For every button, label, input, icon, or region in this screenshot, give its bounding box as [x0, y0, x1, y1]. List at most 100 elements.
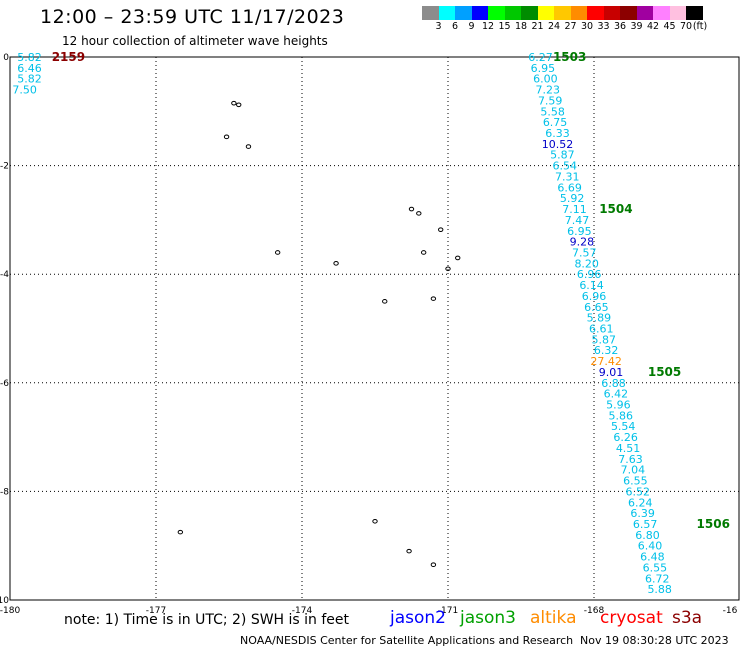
lon-tick-label: -177: [146, 606, 166, 616]
colorbar-label: 15: [498, 21, 511, 32]
island-outline: [455, 255, 461, 261]
wave-height-value: 6.32: [594, 344, 619, 357]
lat-tick-label: -2: [0, 162, 9, 172]
wave-height-value: 5.54: [611, 420, 636, 433]
lon-tick-label: -171: [438, 606, 458, 616]
wave-height-value: 6.42: [604, 388, 629, 401]
lat-tick-label: 0: [3, 53, 9, 63]
island-outline: [430, 562, 437, 568]
page-title: 12:00 – 23:59 UTC 11/17/2023: [40, 6, 345, 28]
colorbar-swatch: [587, 6, 604, 20]
footer-note: note: 1) Time is in UTC; 2) SWH is in fe…: [64, 612, 350, 628]
colorbar-label: 39: [630, 21, 643, 32]
wave-height-value: 6.48: [640, 551, 665, 564]
island-outline: [406, 548, 412, 554]
wave-height-value: 6.24: [628, 496, 653, 509]
wave-height-value: 6.69: [557, 181, 582, 194]
wave-height-value: 5.87: [550, 149, 575, 162]
wave-height-value: 6.95: [531, 62, 556, 75]
wave-height-value: 5.82: [17, 51, 42, 64]
track-time-label: 2159: [52, 50, 85, 64]
colorbar-label: 18: [514, 21, 528, 32]
wave-height-value: 4.51: [616, 442, 641, 455]
wave-height-value: 6.55: [643, 561, 668, 574]
island-outline: [245, 144, 252, 149]
track-time-label: 1505: [648, 365, 681, 379]
colorbar-label: 36: [613, 21, 627, 32]
mission-cryosat: cryosat: [600, 608, 663, 628]
wave-height-value: 6.14: [579, 279, 604, 292]
island-outline: [223, 134, 230, 140]
map-frame: [9, 56, 740, 601]
wave-height-value: 6.72: [645, 572, 670, 585]
track-time-label: 1506: [697, 517, 730, 531]
island-outline: [274, 250, 281, 255]
colorbar-label: 70: [679, 21, 693, 32]
colorbar-label: 9: [468, 21, 475, 32]
colorbar-swatch: [636, 6, 653, 20]
footer-generated-time: Nov 19 08:30:28 UTC 2023: [580, 634, 729, 647]
colorbar-label: 27: [564, 21, 577, 32]
lon-tick-label: -168: [584, 606, 605, 616]
island-outline: [438, 227, 444, 232]
colorbar-label: 6: [451, 21, 459, 32]
island-outline: [416, 211, 422, 216]
wave-height-value: 9.28: [570, 236, 595, 249]
wave-height-value: 6.33: [545, 127, 570, 140]
colorbar-swatch: [570, 6, 587, 20]
wave-height-value: 5.96: [606, 399, 631, 412]
colorbar-swatch: [521, 6, 538, 20]
colorbar-label: 45: [663, 21, 676, 32]
colorbar-swatch: [504, 6, 521, 20]
wave-height-value: 6.55: [623, 475, 648, 488]
island-outline: [408, 206, 415, 212]
wave-height-value: 6.96: [577, 268, 602, 281]
wave-height-value: 6.75: [543, 116, 568, 129]
colorbar-label: 42: [646, 21, 660, 32]
island-outline: [382, 299, 388, 304]
colorbar-swatch: [669, 6, 686, 20]
colorbar-swatch: [554, 6, 571, 20]
wave-height-value: 7.59: [538, 94, 563, 107]
wave-height-value: 7.63: [618, 453, 643, 466]
island-outline: [333, 261, 339, 266]
mission-jason3: jason3: [460, 608, 516, 628]
colorbar-label: 30: [580, 21, 594, 32]
footer-credit: NOAA/NESDIS Center for Satellite Applica…: [240, 634, 574, 647]
wave-height-value: 5.58: [540, 105, 565, 118]
wave-height-value: 5.87: [591, 333, 616, 346]
lat-tick-label: -8: [0, 487, 9, 497]
track-time-label: 1503: [553, 50, 586, 64]
wave-height-value: 6.96: [582, 290, 607, 303]
wave-height-value: 6.57: [633, 518, 658, 531]
wave-height-value: 6.65: [584, 301, 609, 314]
wave-height-value: 8.20: [574, 257, 599, 270]
mission-altika: altika: [530, 608, 577, 628]
colorbar-labels: 3 6 9 12 15 18 21 24 27 30 33 36 39 42 45 70 (ft): [422, 20, 707, 32]
wave-height-value: 7.31: [555, 170, 580, 183]
island-outline: [420, 250, 427, 255]
mission-s3a: s3a: [672, 608, 703, 628]
lat-tick-label: -4: [0, 270, 9, 280]
island-outline: [231, 100, 237, 106]
colorbar-label: 24: [547, 21, 561, 32]
island-outline: [445, 266, 451, 272]
page-subtitle: 12 hour collection of altimeter wave hei…: [62, 34, 328, 48]
wave-height-value: 10.52: [542, 138, 574, 151]
lon-tick-label: -16: [723, 606, 738, 616]
wave-height-value: 6.80: [635, 529, 660, 542]
wave-height-value: 7.47: [565, 214, 590, 227]
colorbar-swatch: [422, 6, 439, 20]
wave-height-value: 5.88: [647, 583, 672, 596]
wave-height-value: 6.61: [589, 323, 614, 336]
colorbar-swatch: [471, 6, 488, 20]
track-time-label: 1504: [599, 202, 632, 216]
wave-height-value: 6.95: [567, 225, 592, 238]
colorbar-swatch: [455, 6, 472, 20]
island-outline: [430, 296, 437, 301]
colorbar-label: 3: [435, 21, 442, 32]
wave-height-colorbar: 3 6 9 12 15 18 21 24 27 30 33 36 39 42 45 70 (ft): [422, 6, 707, 32]
colorbar-swatch: [537, 6, 554, 20]
lon-tick-label: -174: [292, 606, 313, 616]
